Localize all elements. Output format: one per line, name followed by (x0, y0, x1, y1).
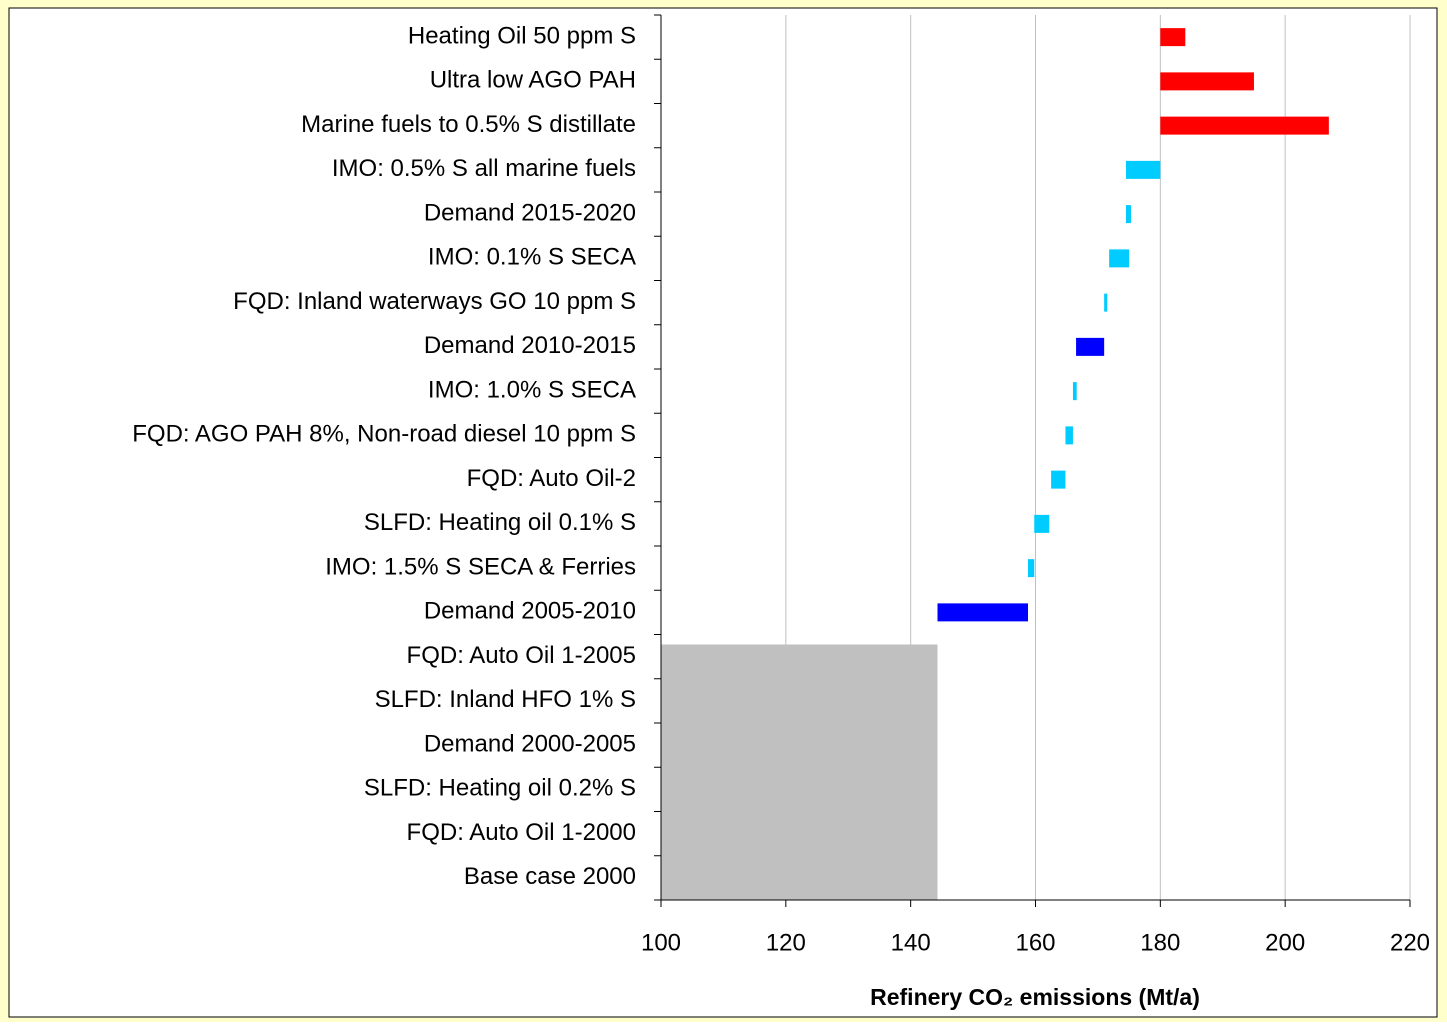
bar (1051, 470, 1066, 489)
x-tick-label: 160 (1015, 929, 1055, 956)
y-tick-label: FQD: Auto Oil 1-2005 (407, 642, 636, 669)
y-tick-label: SLFD: Heating oil 0.2% S (364, 775, 636, 802)
y-tick-label: Ultra low AGO PAH (430, 67, 636, 94)
bar (1160, 72, 1254, 91)
y-tick-label: Demand 2005-2010 (424, 598, 636, 625)
bar (1065, 426, 1073, 445)
bar (1160, 28, 1186, 47)
bar (1104, 293, 1108, 312)
x-tick-label: 220 (1390, 929, 1430, 956)
bar (1028, 559, 1035, 578)
y-tick-label: Heating Oil 50 ppm S (408, 22, 636, 49)
y-tick-label: FQD: Auto Oil-2 (467, 465, 636, 492)
bar (1126, 205, 1131, 224)
bar (1072, 382, 1077, 401)
base-bar (661, 644, 938, 900)
y-tick-label: Base case 2000 (464, 863, 636, 890)
y-tick-label: IMO: 1.5% S SECA & Ferries (325, 553, 636, 580)
y-tick-label: FQD: Inland waterways GO 10 ppm S (233, 288, 636, 315)
bar (1160, 116, 1329, 135)
y-tick-label: IMO: 1.0% S SECA (428, 376, 636, 403)
x-tick-label: 140 (891, 929, 931, 956)
y-tick-label: IMO: 0.1% S SECA (428, 244, 636, 271)
x-tick-label: 120 (766, 929, 806, 956)
x-axis-label: Refinery CO₂ emissions (Mt/a) (870, 984, 1200, 1010)
y-tick-label: IMO: 0.5% S all marine fuels (332, 155, 636, 182)
x-tick-label: 100 (641, 929, 681, 956)
y-tick-label: Demand 2000-2005 (424, 730, 636, 757)
bar (1109, 249, 1130, 268)
y-tick-label: SLFD: Inland HFO 1% S (375, 686, 636, 713)
bar (1126, 160, 1161, 179)
y-tick-label: Demand 2010-2015 (424, 332, 636, 359)
y-tick-label: Marine fuels to 0.5% S distillate (301, 111, 636, 138)
bar (1034, 514, 1050, 533)
bar (937, 603, 1029, 622)
x-tick-label: 180 (1140, 929, 1180, 956)
x-tick-label: 200 (1265, 929, 1305, 956)
y-tick-label: FQD: AGO PAH 8%, Non-road diesel 10 ppm … (132, 421, 636, 448)
y-tick-label: Demand 2015-2020 (424, 199, 636, 226)
y-tick-label: SLFD: Heating oil 0.1% S (364, 509, 636, 536)
bar (1076, 337, 1105, 356)
y-tick-label: FQD: Auto Oil 1-2000 (407, 819, 636, 846)
